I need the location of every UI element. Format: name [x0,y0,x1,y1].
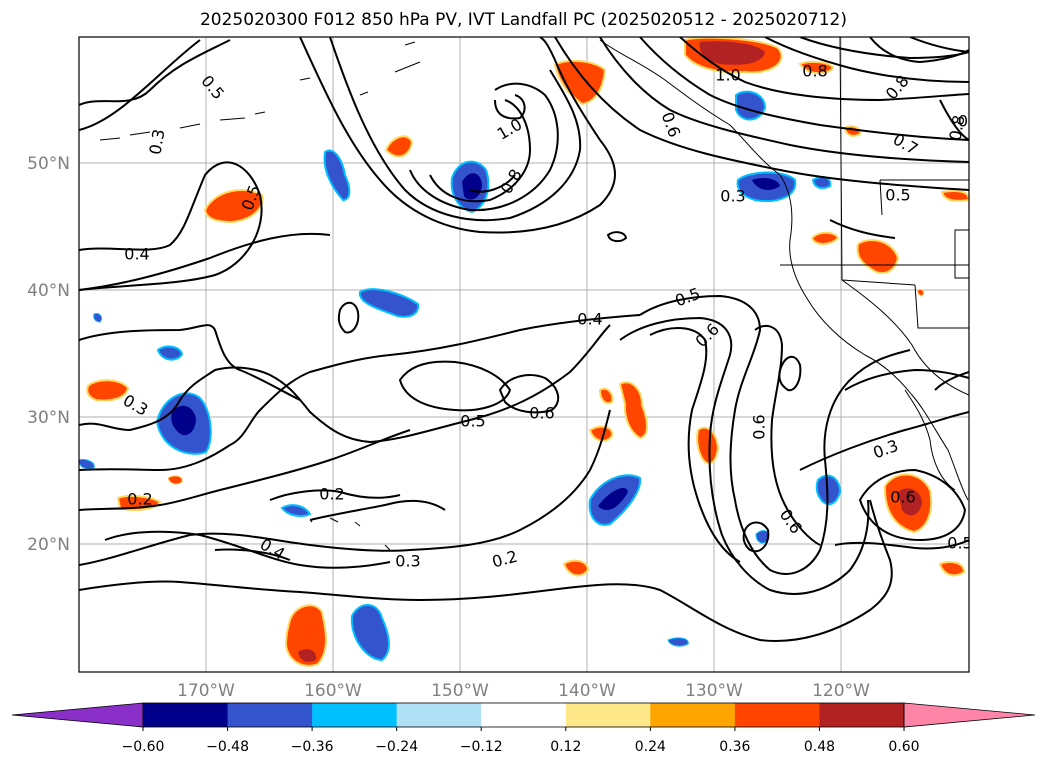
pv-filled-regions [79,37,969,667]
colorbar-segment [481,703,567,727]
contour-label: 0.4 [124,245,149,264]
contour-label: 0.3 [720,187,745,206]
colorbar-segment [650,703,736,727]
contour-label: 0.6 [890,488,915,507]
contour-label: 0.2 [319,485,344,504]
colorbar-tick-label: −0.48 [206,739,249,755]
contour-label: 0.8 [802,62,827,81]
colorbar-tick-label: −0.12 [460,739,503,755]
colorbar-segment [227,703,313,727]
gridlines [79,37,969,672]
lon-label: 130°W [685,681,743,701]
map-area [79,37,969,672]
colorbar-tick-label: 0.48 [804,739,835,755]
colorbar-tick-label: 0.12 [550,739,581,755]
colorbar-tick-label: −0.60 [122,739,165,755]
ivt-contours [79,37,969,642]
colorbar-segment [565,703,651,727]
lat-label: 30°N [27,408,70,428]
colorbar-extend-high [903,702,1036,728]
contour-label: 0.5 [947,534,972,553]
lat-label: 40°N [27,281,70,301]
lon-label: 160°W [304,681,362,701]
lon-label: 120°W [812,681,870,701]
contour-label: 0.4 [577,310,602,329]
colorbar: −0.60 −0.48 −0.36 −0.24 −0.12 0.12 0.24 0.36 0.4… [11,702,1036,755]
contour-label: 0.6 [750,414,769,439]
lon-label: 170°W [177,681,235,701]
colorbar-extend-low [11,702,144,728]
contour-label: 1.0 [715,66,740,85]
colorbar-segment [819,703,905,727]
contour-label: 0.8 [945,114,968,142]
colorbar-segment [143,703,229,727]
contour-label: 0 [958,112,968,131]
longitude-labels: 170°W 160°W 150°W 140°W 130°W 120°W [177,681,870,701]
colorbar-border [142,702,905,728]
contour-label: 0.3 [395,552,420,571]
lat-label: 20°N [27,535,70,555]
lon-label: 140°W [558,681,616,701]
colorbar-tick-label: 0.36 [719,739,750,755]
colorbar-tick-label: 0.24 [635,739,666,755]
contour-label: 0.6 [529,404,554,423]
lon-label: 150°W [431,681,489,701]
colorbar-segment [312,703,398,727]
colorbar-tick-label: −0.36 [291,739,334,755]
map-frame [78,36,970,673]
colorbar-tick-label: −0.24 [375,739,418,755]
colorbar-tick-label: 0.60 [888,739,919,755]
coastlines [99,37,969,551]
contour-label: 0.3 [145,128,168,156]
colorbar-segment [396,703,482,727]
lat-label: 50°N [27,154,70,174]
contour-label: 0.5 [885,186,910,205]
map-title: 2025020300 F012 850 hPa PV, IVT Landfall… [199,10,847,30]
contour-label: 0.5 [460,412,485,431]
latitude-labels: 50°N 40°N 30°N 20°N [27,154,70,555]
colorbar-segment [734,703,820,727]
contour-label: 0.2 [127,490,152,509]
